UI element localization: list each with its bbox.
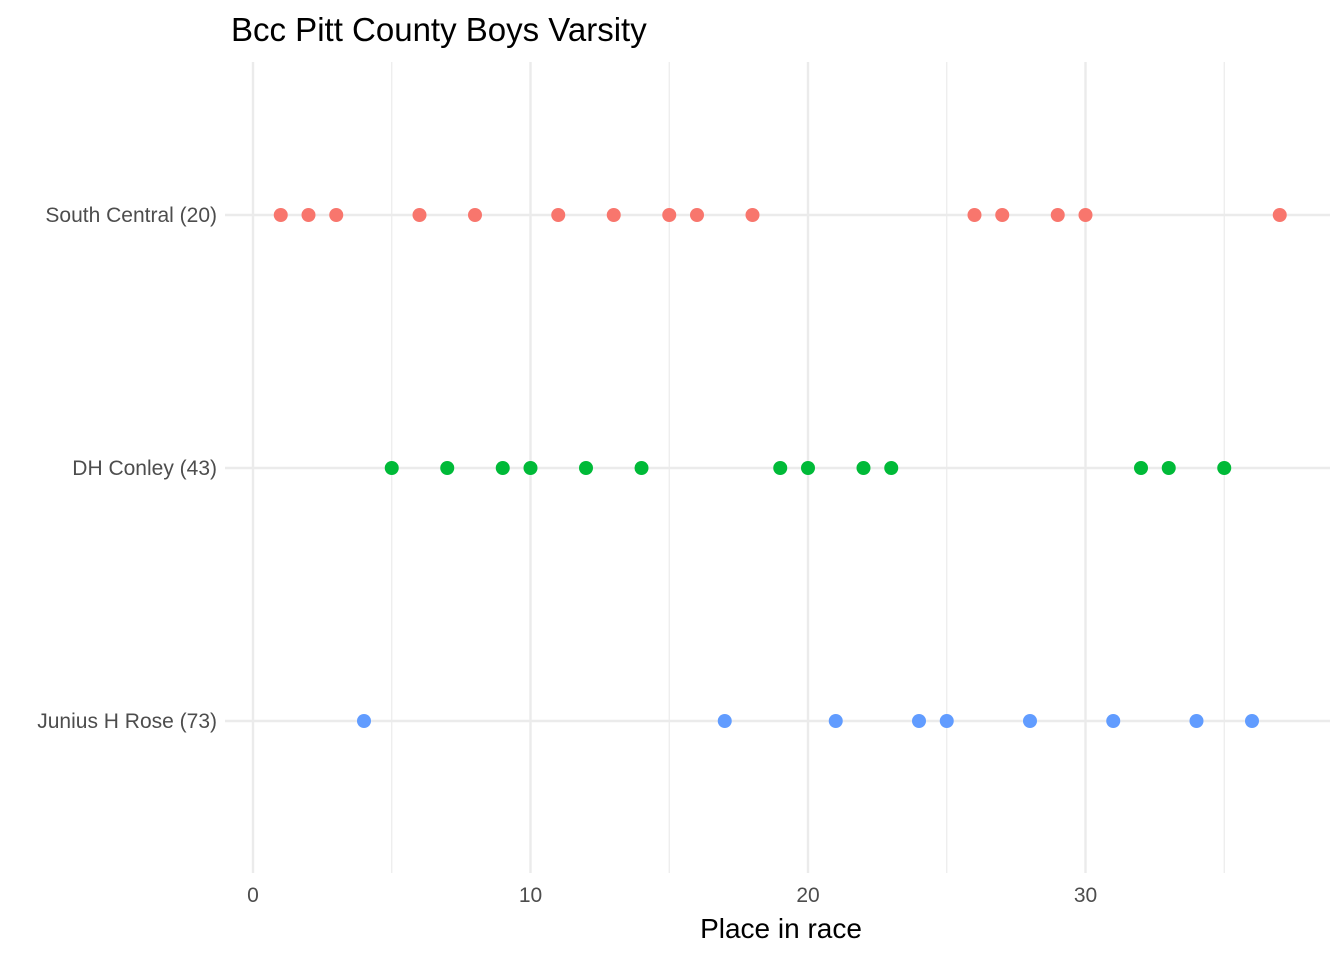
data-point [357,714,371,728]
x-tick-label: 0 [247,884,259,907]
data-point [329,208,344,222]
data-point [1078,208,1093,222]
data-point [1272,208,1287,222]
data-point [995,208,1010,222]
y-axis-tick-labels: South Central (20) DH Conley (43) Junius H… [37,204,217,733]
data-point [1189,714,1204,728]
x-tick-label: 30 [1074,884,1097,907]
data-point [412,208,427,222]
data-point [912,714,926,728]
x-axis-tick-labels: 0 10 20 30 [247,884,1097,907]
data-point [301,208,316,222]
data-point [717,714,732,728]
data-point [1023,714,1037,728]
data-point [967,208,982,222]
data-point [801,461,815,475]
data-point [1050,208,1065,222]
chart-title: Bcc Pitt County Boys Varsity [231,11,647,48]
y-tick-label: Junius H Rose (73) [37,710,217,733]
x-axis-title: Place in race [700,913,862,944]
data-point [828,714,843,728]
data-point [551,208,566,222]
y-tick-label: DH Conley (43) [72,457,217,480]
data-point [1106,714,1121,728]
data-point [1217,461,1232,475]
data-point [273,208,288,222]
data-point [1161,461,1176,475]
data-point [495,461,510,475]
data-point [745,208,760,222]
data-point [690,208,704,222]
data-point [1245,714,1259,728]
data-point [856,461,871,475]
data-point [384,461,399,475]
data-point [468,208,482,222]
data-points [273,208,1287,728]
x-tick-label: 10 [519,884,542,907]
data-point [606,208,621,222]
data-point [1134,461,1148,475]
data-point [662,208,677,222]
data-point [634,461,649,475]
data-point [523,461,538,475]
data-point [939,714,954,728]
data-point [884,461,899,475]
x-tick-label: 20 [796,884,819,907]
y-tick-label: South Central (20) [45,204,217,227]
data-point [773,461,788,475]
data-point [579,461,593,475]
data-point [440,461,455,475]
